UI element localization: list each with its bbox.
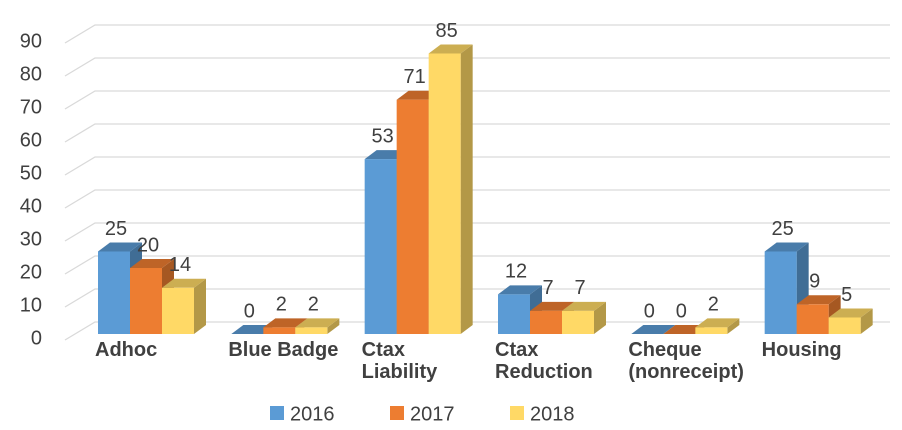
y-tick-label: 60 [20, 129, 42, 151]
value-label: 25 [772, 218, 794, 240]
y-tick-label: 70 [20, 96, 42, 118]
bar [295, 327, 328, 334]
grid-line [64, 57, 890, 77]
bar [162, 287, 194, 334]
value-label: 20 [137, 234, 159, 256]
grid-line [64, 24, 890, 44]
bar [530, 310, 562, 334]
bar [562, 310, 594, 334]
bar [396, 99, 429, 334]
bar-top [162, 278, 206, 288]
value-label: 14 [169, 254, 191, 276]
value-label: 9 [809, 271, 820, 293]
value-label: 7 [542, 277, 553, 299]
bar-side [327, 318, 340, 334]
grid-line [64, 222, 890, 242]
value-label: 2 [276, 294, 287, 316]
y-tick-label: 50 [20, 162, 42, 184]
value-label: 53 [372, 125, 394, 147]
bar [828, 317, 861, 334]
bar-top [98, 242, 142, 252]
legend-swatch [270, 406, 284, 420]
bar-top [631, 325, 676, 334]
grid-line [64, 189, 890, 209]
value-label: 0 [676, 300, 687, 322]
bar-top [428, 44, 473, 54]
value-label: 2 [308, 294, 319, 316]
grid-line [64, 255, 890, 275]
y-tick-label: 40 [20, 195, 42, 217]
bar [796, 304, 829, 334]
value-label: 0 [644, 300, 655, 322]
value-label: 85 [436, 20, 458, 42]
grid-line [64, 123, 890, 143]
grid-line [64, 156, 890, 176]
bar-side [860, 308, 873, 334]
legend-swatch [510, 406, 524, 420]
x-tick-label: Ctax Liability [361, 339, 438, 383]
bar-top [828, 308, 873, 318]
x-tick-label: Blue Badge [228, 339, 339, 361]
bar [695, 327, 728, 334]
value-label: 7 [574, 277, 585, 299]
bar [364, 159, 397, 334]
y-tick-label: 20 [20, 261, 42, 283]
bar-top [530, 301, 574, 311]
bar [130, 268, 162, 334]
x-tick-label: Ctax Reduction [495, 339, 593, 383]
bar [428, 53, 461, 334]
bar-side [594, 301, 606, 334]
grid-line [64, 288, 890, 308]
y-tick-label: 30 [20, 228, 42, 250]
bar-top [263, 318, 308, 328]
legend-swatch [390, 406, 404, 420]
grid-line [64, 90, 890, 110]
bar-top [796, 295, 841, 305]
bar-top [295, 318, 340, 328]
value-label: 71 [404, 66, 426, 88]
legend-label: 2016 [290, 403, 335, 425]
y-tick-label: 0 [31, 327, 42, 349]
bar [498, 294, 530, 334]
bar-side [460, 44, 473, 334]
value-label: 12 [505, 261, 527, 283]
x-tick-label: Housing [761, 339, 842, 361]
y-tick-label: 80 [20, 63, 42, 85]
bar-top [695, 318, 740, 328]
bar-side [727, 318, 740, 334]
bar-top [130, 259, 174, 268]
value-label: 5 [841, 284, 852, 306]
bar-top [764, 242, 809, 252]
bar [764, 251, 797, 334]
bar [98, 251, 130, 334]
bar-top [562, 301, 606, 311]
y-tick-label: 90 [20, 30, 42, 52]
grid-line [64, 321, 890, 341]
x-tick-label: Cheque (nonreceipt) [628, 339, 744, 383]
y-tick-label: 10 [20, 294, 42, 316]
legend-label: 2017 [410, 403, 455, 425]
value-label: 2 [708, 294, 719, 316]
value-label: 25 [105, 218, 127, 240]
x-tick-label: Adhoc [95, 339, 158, 361]
bar [263, 327, 296, 334]
bar-side [194, 278, 206, 334]
value-label: 0 [244, 300, 255, 322]
bar-top [498, 285, 542, 295]
legend-label: 2018 [530, 403, 575, 425]
